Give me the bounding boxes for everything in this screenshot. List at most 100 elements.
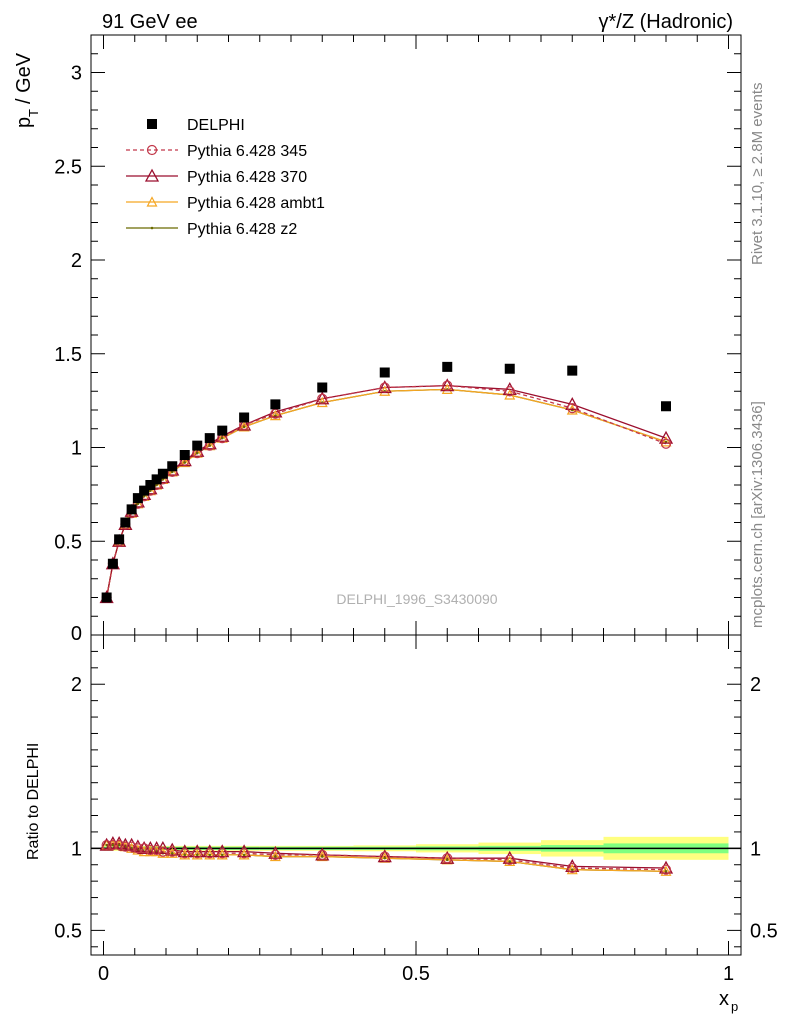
mc-point-ambt1 (238, 421, 250, 432)
mc-point-345 (379, 851, 390, 862)
data-point (151, 474, 162, 485)
mc-point-z2 (195, 451, 199, 455)
data-point (179, 450, 190, 460)
mc-point-345 (567, 862, 578, 874)
ratio-y-tick-label-right: 1 (750, 838, 761, 860)
mc-point-ambt1 (166, 847, 178, 858)
mc-point-z2 (208, 853, 212, 857)
data-point (107, 558, 118, 569)
mc-point-345 (179, 848, 190, 859)
mc-point-ambt1 (660, 865, 672, 876)
y-tick-label-zero: 0 (71, 623, 82, 645)
mc-point-345 (504, 386, 515, 397)
mc-point-z2 (570, 868, 574, 871)
legend-label: Pythia 6.428 370 (187, 169, 307, 186)
data-point (132, 493, 143, 504)
mc-point-345 (239, 848, 250, 859)
source-label: mcplots.cern.ch [arXiv:1306.3436] (749, 401, 766, 628)
mc-point-z2 (111, 843, 115, 847)
mc-point-ambt1 (179, 849, 191, 860)
mc-point-ambt1 (179, 456, 191, 468)
data-point (145, 480, 156, 490)
mc-point-345 (660, 438, 672, 449)
legend-marker (146, 196, 158, 207)
mc-point-345 (151, 844, 162, 856)
mc-point-345 (101, 839, 112, 851)
mc-point-345 (139, 843, 150, 854)
ratio-y-tick-label-right: 0.5 (750, 920, 778, 942)
mc-point-z2 (320, 855, 324, 858)
mc-point-370 (268, 845, 283, 859)
legend-label: Pythia 6.428 z2 (187, 221, 297, 238)
mc-point-345 (567, 403, 578, 414)
mc-point-370 (130, 839, 145, 853)
series-line-pythia-6-428-345 (105, 384, 667, 598)
mc-point-345 (217, 848, 228, 859)
mc-point-ambt1 (216, 849, 228, 860)
ratio-panel: 0 0.5 1 0.5 0.5 1 1 2 2 (54, 634, 778, 985)
mc-point-370 (215, 844, 230, 858)
data-point (270, 399, 281, 410)
mc-point-370 (237, 844, 252, 858)
mc-point-z2 (274, 855, 277, 858)
data-point (567, 365, 578, 376)
mc-point-z2 (183, 461, 187, 464)
mc-point-z2 (242, 853, 246, 857)
data-point (661, 401, 671, 412)
mc-point-370 (165, 842, 180, 856)
mc-point-345 (145, 844, 156, 856)
mc-point-370 (658, 430, 674, 444)
data-point (101, 592, 112, 603)
svg-text:/ GeV: / GeV (13, 52, 35, 104)
mc-point-370 (190, 844, 205, 858)
mc-point-z2 (664, 870, 668, 873)
legend-label: Pythia 6.428 345 (187, 143, 307, 160)
mc-point-370 (565, 859, 580, 873)
mc-point-z2 (242, 425, 246, 429)
data-point (114, 534, 125, 545)
xlabel: x p (719, 988, 738, 1014)
mc-point-370 (658, 860, 674, 874)
mc-point-z2 (220, 436, 224, 440)
mc-point-ambt1 (504, 855, 516, 867)
mc-point-z2 (208, 444, 212, 447)
mc-point-ambt1 (566, 863, 578, 875)
mc-point-345 (442, 853, 453, 864)
mc-point-370 (502, 382, 517, 396)
series-line-pythia-6-428-ambt1 (105, 388, 667, 598)
mc-point-345 (270, 849, 281, 860)
x-tick-label: 1 (723, 963, 734, 985)
y-tick-label: 2.5 (54, 156, 82, 178)
svg-text:p: p (13, 117, 35, 128)
mc-point-370 (268, 404, 283, 418)
mc-point-z2 (117, 843, 121, 847)
mc-point-345 (660, 864, 672, 875)
data-point (167, 461, 178, 472)
y-tick-label: 1 (71, 438, 82, 460)
data-point (442, 361, 453, 372)
mc-point-z2 (105, 843, 108, 847)
ratio-y-tick-label: 0.5 (54, 920, 82, 942)
y-tick-label: 3 (71, 63, 82, 85)
svg-text:T: T (26, 109, 41, 117)
ratio-frame (90, 634, 742, 956)
mc-point-345 (442, 380, 453, 391)
main-ylabel: p T / GeV (13, 52, 41, 128)
mc-point-370 (202, 844, 217, 858)
ratio-y-tick-label-right: 2 (750, 674, 761, 696)
data-point (317, 382, 328, 393)
mc-point-370 (565, 397, 580, 411)
mc-point-z2 (508, 860, 512, 863)
data-point (120, 517, 131, 528)
y-tick-label: 2 (71, 250, 82, 272)
mc-point-345 (504, 854, 515, 865)
data-point (204, 433, 215, 444)
mc-point-345 (132, 843, 143, 854)
mc-point-ambt1 (660, 436, 672, 447)
y-tick-label: 1.5 (54, 344, 82, 366)
ratio-y-tick-label: 1 (71, 838, 82, 860)
data-point (504, 363, 515, 374)
mc-point-ambt1 (269, 850, 281, 862)
main-panel: 0.5 1 1.5 2 2.5 3 0 (54, 34, 742, 955)
